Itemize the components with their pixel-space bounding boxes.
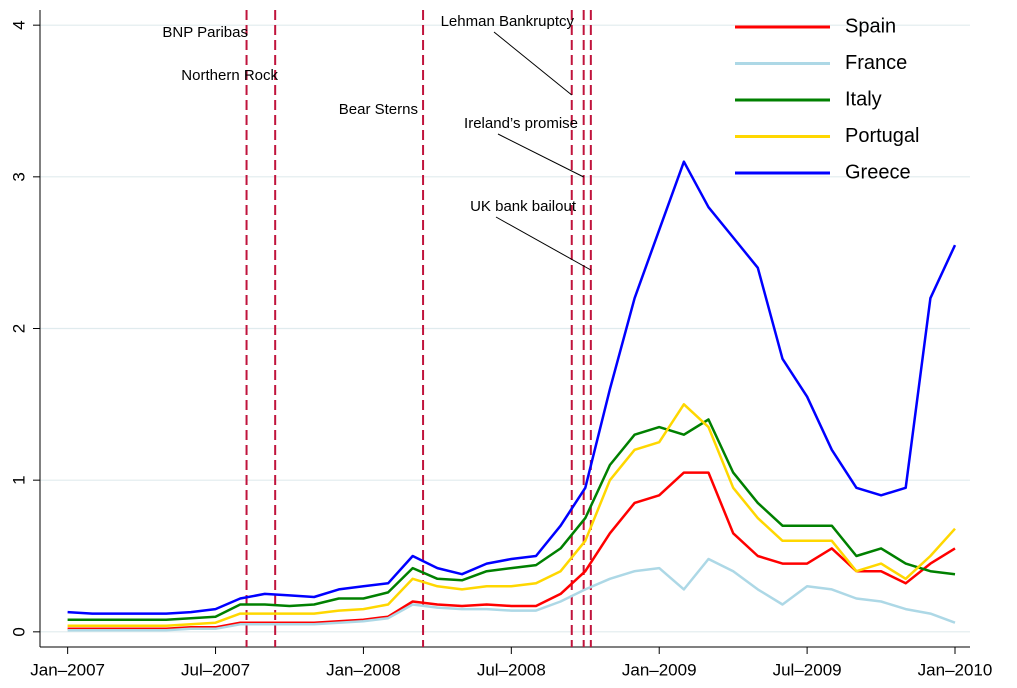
legend-label: Spain bbox=[845, 15, 896, 37]
event-label: Northern Rock bbox=[181, 67, 278, 84]
y-tick-label: 2 bbox=[9, 324, 28, 333]
y-tick-label: 4 bbox=[9, 20, 28, 29]
leader-line bbox=[497, 133, 584, 178]
event-label: Bear Sterns bbox=[339, 101, 418, 118]
series-line bbox=[67, 403, 956, 628]
leader-line bbox=[493, 31, 573, 96]
event-label: BNP Paribas bbox=[162, 24, 248, 41]
series-line bbox=[67, 471, 956, 631]
x-tick-label: Jan–2009 bbox=[622, 660, 697, 679]
series-line bbox=[67, 557, 956, 632]
x-tick-label: Jan–2010 bbox=[918, 660, 993, 679]
event-label: UK bank bailout bbox=[470, 198, 577, 215]
legend-label: Italy bbox=[845, 88, 882, 110]
event-label: Ireland’s promise bbox=[464, 115, 578, 132]
y-tick-label: 0 bbox=[9, 627, 28, 636]
legend-label: Portugal bbox=[845, 125, 920, 147]
legend-label: Greece bbox=[845, 161, 911, 183]
y-tick-label: 3 bbox=[9, 172, 28, 181]
y-tick-label: 1 bbox=[9, 475, 28, 484]
x-tick-label: Jan–2008 bbox=[326, 660, 401, 679]
x-tick-label: Jul–2007 bbox=[181, 660, 250, 679]
x-tick-label: Jan–2007 bbox=[30, 660, 105, 679]
x-tick-label: Jul–2008 bbox=[477, 660, 546, 679]
series-line bbox=[67, 418, 956, 621]
x-tick-label: Jul–2009 bbox=[773, 660, 842, 679]
event-label: Lehman Bankruptcy bbox=[441, 13, 575, 30]
leader-line bbox=[495, 216, 592, 271]
legend-label: France bbox=[845, 52, 907, 74]
series-line bbox=[67, 160, 957, 615]
